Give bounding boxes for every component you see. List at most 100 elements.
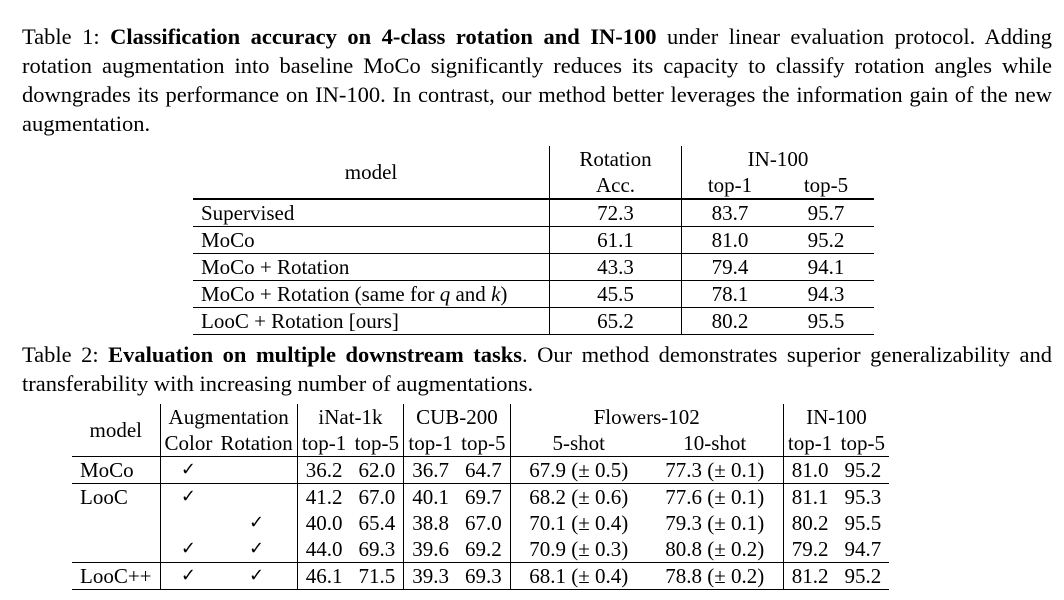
- row-model: LooC++: [72, 562, 161, 590]
- row-color-check: ✓: [160, 536, 217, 563]
- row-in5: 94.7: [836, 536, 890, 563]
- row-model-pre: MoCo + Rotation (same for: [201, 282, 440, 306]
- table1-header-top5: top-5: [803, 173, 849, 197]
- row-in1: 81.2: [783, 562, 837, 590]
- table2-header-in-top1: top-1: [787, 431, 833, 455]
- table2-header-cub: CUB-200: [403, 404, 511, 430]
- row-inat5: 62.0: [350, 456, 405, 484]
- row-model-mid: and: [450, 282, 492, 306]
- row-in5: 95.5: [844, 511, 882, 535]
- table2-header-inat-top5: top-5: [350, 430, 405, 457]
- row-inat5: 67.0: [350, 483, 405, 510]
- row-cub5: 69.2: [456, 536, 511, 563]
- row-color-check: ✓: [180, 486, 196, 507]
- table-row: LooC ✓ 41.2 67.0 40.1 69.7 68.2 (± 0.6) …: [72, 483, 889, 510]
- table2-header-model: model: [72, 404, 161, 457]
- table2-caption-title: Evaluation on multiple downstream tasks: [108, 342, 523, 367]
- row-f5: 67.9 (± 0.5): [510, 456, 647, 484]
- row-inat5: 65.4: [350, 510, 405, 536]
- row-cub5: 69.3: [456, 562, 511, 590]
- row-rotation-check: [216, 483, 298, 510]
- table-row: LooC + Rotation [ours] 65.2 80.2 95.5: [193, 307, 874, 335]
- row-top5: 94.1: [778, 253, 874, 281]
- table1-caption-text: under linear evaluation protocol. Adding…: [22, 24, 1053, 136]
- row-top5: 95.5: [778, 307, 874, 335]
- table2-caption-label: Table 2:: [22, 342, 99, 367]
- table2-caption: Table 2: Evaluation on multiple downstre…: [22, 340, 1052, 398]
- row-f10: 77.3 (± 0.1): [646, 456, 784, 484]
- row-top1: 79.4: [681, 253, 778, 281]
- row-model-post: ): [500, 282, 508, 306]
- table2-header-inat: iNat-1k: [297, 404, 405, 430]
- row-top5: 94.3: [778, 280, 874, 308]
- row-in1: 79.2: [783, 536, 837, 563]
- row-cub1: 39.3: [403, 562, 457, 590]
- table1-header-rotation: Rotation: [549, 146, 682, 172]
- row-rotation-check: ✓: [216, 510, 298, 536]
- table2-header-rotation: Rotation: [216, 430, 298, 457]
- row-f10: 78.8 (± 0.2): [646, 562, 784, 590]
- row-model-k: k: [491, 282, 501, 306]
- row-top1: 83.7: [681, 198, 778, 227]
- row-model: MoCo: [72, 456, 161, 484]
- row-model: Supervised: [193, 198, 550, 227]
- row-in1: 81.0: [783, 456, 837, 484]
- row-rotation-check: ✓: [216, 562, 298, 590]
- table2-header-in-top5: top-5: [840, 431, 885, 455]
- row-in5: 95.2: [836, 456, 890, 484]
- row-in1: 81.1: [791, 485, 829, 509]
- table-row: ✓ 40.0 65.4 38.8 67.0 70.1 (± 0.4) 79.3 …: [72, 510, 889, 536]
- table1-header-in100: IN-100: [747, 147, 809, 171]
- row-model: MoCo + Rotation: [193, 253, 550, 281]
- row-inat1: 41.2: [305, 485, 343, 509]
- table2-header-in100: IN-100: [806, 405, 867, 429]
- table2-header-10shot: 10-shot: [646, 430, 784, 457]
- row-cub1: 38.8: [412, 511, 449, 535]
- table-row: MoCo + Rotation 43.3 79.4 94.1: [193, 253, 874, 281]
- row-top1: 78.1: [681, 280, 778, 308]
- row-inat5: 71.5: [350, 562, 405, 590]
- row-inat1: 44.0: [297, 536, 351, 563]
- table-row: ✓ ✓ 44.0 69.3 39.6 69.2 70.9 (± 0.3) 80.…: [72, 536, 890, 563]
- row-rot: 45.5: [549, 280, 682, 308]
- table2: model Augmentation iNat-1k CUB-200 Flowe…: [72, 404, 890, 590]
- row-model: [72, 536, 161, 563]
- row-rot: 61.1: [549, 226, 682, 254]
- table-row: MoCo + Rotation (same for q and k) 45.5 …: [193, 280, 874, 308]
- row-rot: 43.3: [549, 253, 682, 281]
- table2-header-cub-top1: top-1: [408, 431, 453, 455]
- table1-caption-title: Classification accuracy on 4-class rotat…: [110, 24, 657, 49]
- row-color-check: ✓: [160, 562, 217, 590]
- table2-header-5shot: 5-shot: [552, 431, 605, 455]
- table2-header-flowers: Flowers-102: [510, 404, 784, 430]
- row-inat1: 36.2: [297, 456, 351, 484]
- table-row: MoCo 61.1 81.0 95.2: [193, 226, 874, 254]
- row-model: MoCo + Rotation (same for q and k): [193, 280, 550, 308]
- table1: model Rotation IN-100 Acc. top-1 top-5 S…: [193, 146, 874, 335]
- row-color-check: ✓: [160, 456, 217, 484]
- row-cub5: 67.0: [456, 510, 511, 536]
- row-f10: 79.3 (± 0.1): [646, 510, 784, 536]
- table2-header-augmentation: Augmentation: [160, 404, 298, 430]
- table2-header-inat-top1: top-1: [301, 431, 347, 455]
- row-f5: 70.1 (± 0.4): [529, 511, 629, 535]
- row-model-q: q: [439, 282, 451, 306]
- row-top1: 80.2: [681, 307, 778, 335]
- row-rotation-check: [216, 456, 298, 484]
- row-cub1: 40.1: [412, 485, 449, 509]
- row-model: LooC: [72, 483, 161, 510]
- row-f5: 70.9 (± 0.3): [510, 536, 647, 563]
- row-f10: 77.6 (± 0.1): [646, 483, 784, 510]
- table2-header-cub-top5: top-5: [456, 430, 511, 457]
- table1-header-acc: Acc.: [549, 172, 682, 199]
- table-row: Supervised 72.3 83.7 95.7: [193, 198, 874, 227]
- row-model: LooC + Rotation [ours]: [193, 307, 550, 335]
- row-cub1: 39.6: [403, 536, 457, 563]
- row-top5: 95.7: [778, 198, 874, 227]
- row-top5: 95.2: [778, 226, 874, 254]
- row-top1: 81.0: [681, 226, 778, 254]
- row-in5: 95.3: [844, 485, 882, 509]
- row-model: [72, 510, 161, 536]
- row-color-check: [160, 510, 216, 536]
- row-rot: 72.3: [549, 198, 682, 227]
